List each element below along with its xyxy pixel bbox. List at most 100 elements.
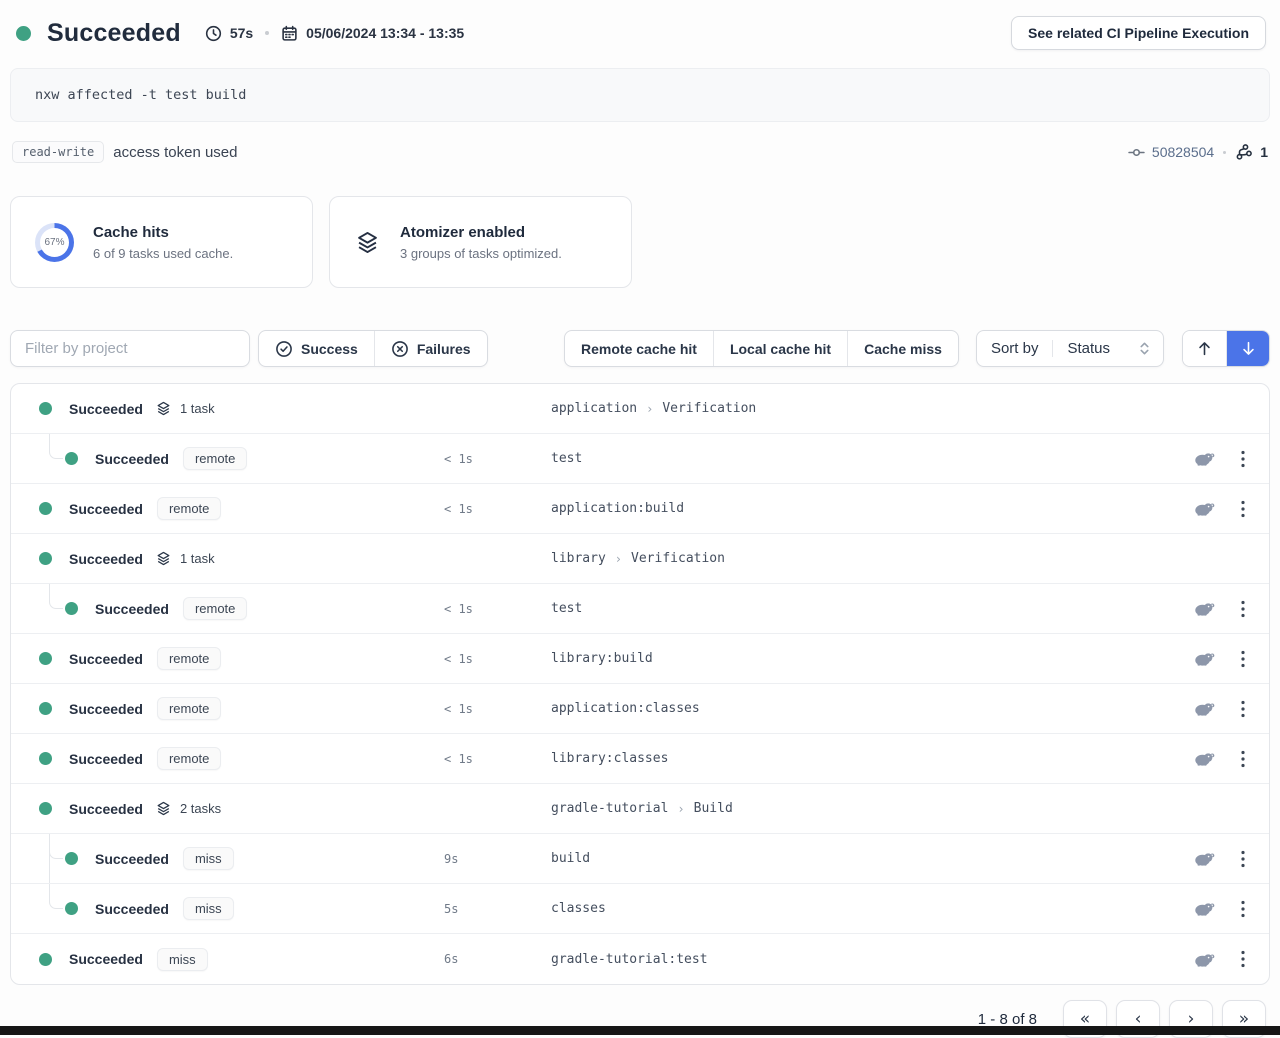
task-row[interactable]: Succeeded remote < 1s test: [11, 434, 1269, 484]
gradle-build-scan-button[interactable]: [1193, 701, 1215, 716]
duration: < 1s: [444, 451, 473, 466]
project-path: library › Verification: [551, 551, 1269, 566]
row-menu-button[interactable]: [1241, 850, 1245, 868]
project-path: application › Verification: [551, 401, 1269, 416]
check-circle-icon: [276, 340, 292, 357]
row-menu-button[interactable]: [1241, 650, 1245, 668]
cache-status-badge: remote: [182, 597, 248, 620]
filter-by-project-input[interactable]: [10, 330, 250, 367]
duration: 5s: [444, 901, 459, 916]
layers-icon: [354, 229, 381, 256]
remote-cache-hit-button[interactable]: Remote cache hit: [565, 331, 713, 366]
row-actions: [1193, 450, 1269, 468]
task-count: 1 task: [179, 551, 215, 566]
duration: < 1s: [444, 601, 473, 616]
branch-count: 1: [1260, 144, 1268, 160]
arrow-up-icon: [1199, 342, 1210, 356]
cache-status-badge: miss: [156, 947, 208, 971]
see-related-ci-pipeline-button[interactable]: See related CI Pipeline Execution: [1011, 16, 1266, 50]
row-actions: [1193, 850, 1269, 868]
cache-hits-card: 67% Cache hits 6 of 9 tasks used cache.: [10, 196, 313, 288]
cache-miss-button[interactable]: Cache miss: [847, 331, 958, 366]
task-group-row[interactable]: Succeeded 2 tasks gradle-tutorial › Buil…: [11, 784, 1269, 834]
gradle-build-scan-button[interactable]: [1193, 501, 1215, 516]
kebab-menu-icon: [1241, 700, 1245, 717]
group-meta: 2 tasks: [155, 800, 221, 817]
gradle-build-scan-button[interactable]: [1193, 451, 1215, 466]
failures-filter-button[interactable]: Failures: [373, 331, 487, 366]
page-title: Succeeded: [47, 18, 181, 47]
task-row[interactable]: Succeeded remote < 1s library:build: [11, 634, 1269, 684]
task-row[interactable]: Succeeded remote < 1s library:classes: [11, 734, 1269, 784]
status-label: Succeeded: [69, 400, 143, 417]
row-menu-button[interactable]: [1241, 900, 1245, 918]
row-menu-button[interactable]: [1241, 700, 1245, 718]
row-menu-button[interactable]: [1241, 450, 1245, 468]
gradle-build-scan-button[interactable]: [1193, 901, 1215, 916]
status-dot: [65, 602, 78, 615]
task-row[interactable]: Succeeded miss 6s gradle-tutorial:test: [11, 934, 1269, 984]
commit-sha[interactable]: 50828504: [1151, 144, 1215, 160]
gradle-build-scan-button[interactable]: [1193, 601, 1215, 616]
row-menu-button[interactable]: [1241, 950, 1245, 968]
gradle-elephant-icon: [1195, 953, 1215, 967]
task-row[interactable]: Succeeded remote < 1s application:classe…: [11, 684, 1269, 734]
status-label: Succeeded: [95, 850, 169, 867]
page-range: 1 - 8 of 8: [977, 1010, 1037, 1028]
status-label: Succeeded: [95, 900, 169, 917]
cache-status-badge: remote: [156, 697, 222, 720]
sort-direction-group: [1182, 330, 1270, 367]
status-dot: [39, 802, 52, 815]
row-menu-button[interactable]: [1241, 500, 1245, 518]
gradle-build-scan-button[interactable]: [1193, 751, 1215, 766]
run-header: Succeeded 57s 05/06/2024 13:34 - 13:35 S…: [10, 0, 1270, 50]
task-row[interactable]: Succeeded remote < 1s application:build: [11, 484, 1269, 534]
sort-field-select[interactable]: Status: [1053, 340, 1163, 357]
run-status-dot: [16, 25, 31, 41]
duration: < 1s: [444, 501, 473, 516]
row-menu-button[interactable]: [1241, 750, 1245, 768]
task-name: library:classes: [551, 751, 669, 766]
cache-filter-group: Remote cache hit Local cache hit Cache m…: [564, 330, 959, 367]
row-actions: [1193, 700, 1269, 718]
cache-hits-donut: 67%: [35, 222, 74, 262]
branch-icon: [1236, 144, 1253, 160]
status-label: Succeeded: [69, 951, 143, 967]
task-row[interactable]: Succeeded miss 5s classes: [11, 884, 1269, 934]
access-token-badge: read-write: [12, 141, 105, 163]
vcs-separator-dot: [1223, 150, 1227, 154]
row-actions: [1193, 900, 1269, 918]
status-label: Succeeded: [95, 450, 169, 467]
kebab-menu-icon: [1241, 450, 1245, 467]
task-group-row[interactable]: Succeeded 1 task library › Verification: [11, 534, 1269, 584]
status-dot: [39, 752, 52, 765]
task-name: test: [551, 601, 583, 616]
task-name: test: [551, 451, 583, 466]
kebab-menu-icon: [1241, 900, 1245, 917]
target-name: Verification: [631, 551, 725, 566]
kebab-menu-icon: [1241, 750, 1245, 767]
gradle-build-scan-button[interactable]: [1193, 851, 1215, 866]
local-cache-hit-button[interactable]: Local cache hit: [712, 331, 847, 366]
sort-by-label: Sort by: [977, 340, 1054, 357]
run-command-box: nxw affected -t test build: [10, 68, 1270, 122]
task-row[interactable]: Succeeded remote < 1s test: [11, 584, 1269, 634]
kebab-menu-icon: [1241, 500, 1245, 517]
clock-icon: [205, 25, 221, 41]
kebab-menu-icon: [1241, 600, 1245, 617]
task-group-row[interactable]: Succeeded 1 task application › Verificat…: [11, 384, 1269, 434]
row-menu-button[interactable]: [1241, 600, 1245, 618]
success-filter-button[interactable]: Success: [259, 331, 374, 366]
task-count: 1 task: [179, 401, 215, 416]
gradle-build-scan-button[interactable]: [1193, 952, 1215, 967]
row-actions: [1193, 950, 1269, 968]
sort-descending-button[interactable]: [1226, 331, 1269, 366]
x-circle-icon: [391, 340, 408, 357]
gradle-build-scan-button[interactable]: [1193, 651, 1215, 666]
vcs-info: 50828504 1: [1128, 143, 1268, 161]
gradle-elephant-icon: [1195, 603, 1215, 616]
sort-ascending-button[interactable]: [1183, 331, 1226, 366]
cache-status-badge: miss: [182, 897, 234, 920]
access-token-text: access token used: [113, 143, 238, 161]
task-row[interactable]: Succeeded miss 9s build: [11, 834, 1269, 884]
